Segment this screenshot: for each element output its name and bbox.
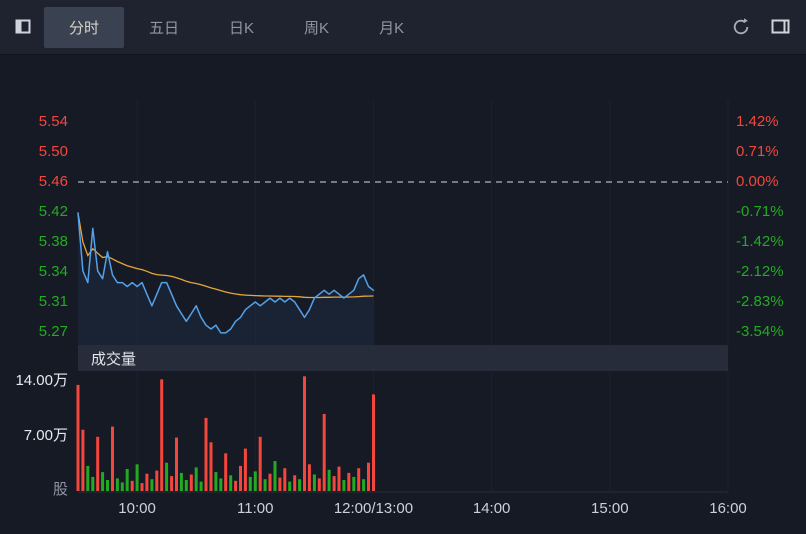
- time-axis-label: 11:00: [237, 500, 274, 517]
- price-axis-label: 5.38: [38, 233, 68, 250]
- orientation-icon[interactable]: [12, 14, 38, 40]
- price-axis-label: 5.27: [38, 323, 68, 340]
- price-axis-label: 5.42: [38, 203, 68, 220]
- price-axis-label: 5.46: [38, 173, 68, 190]
- time-axis-label: 10:00: [118, 500, 156, 517]
- volume-unit-label: 股: [52, 481, 68, 498]
- fullscreen-panel-icon[interactable]: [768, 14, 794, 40]
- time-axis-label: 16:00: [709, 500, 747, 517]
- percent-axis-label: 1.42%: [736, 113, 779, 130]
- volume-axis-label: 7.00万: [23, 427, 68, 444]
- percent-axis-label: -0.71%: [736, 203, 784, 220]
- percent-axis-label: -3.54%: [736, 323, 784, 340]
- price-axis-label: 5.31: [38, 293, 68, 310]
- time-axis-label: 15:00: [591, 500, 629, 517]
- toolbar-right-icons: [728, 14, 794, 40]
- percent-axis-label: 0.71%: [736, 143, 779, 160]
- percent-axis-label: -2.83%: [736, 293, 784, 310]
- price-axis-label: 5.50: [38, 143, 68, 160]
- price-axis-label: 5.54: [38, 113, 68, 130]
- volume-panel-header: 成交量: [78, 345, 728, 371]
- time-axis-label: 14:00: [472, 500, 511, 517]
- chart-toolbar: 分时 五日 日K 周K 月K: [0, 0, 806, 55]
- time-axis-label: 12:00/13:00: [333, 500, 414, 517]
- intraday-chart-area[interactable]: 5.54 5.50 5.46 5.42 5.38 5.34 5.31 5.27 1.42% 0.…: [0, 55, 806, 534]
- tab-weekly-k[interactable]: 周K: [304, 19, 330, 37]
- price-axis-label: 5.34: [38, 263, 68, 280]
- tab-daily-k[interactable]: 日K: [229, 19, 255, 37]
- percent-axis-label: -1.42%: [736, 233, 784, 250]
- volume-axis-label: 14.00万: [15, 372, 68, 389]
- chart-canvas[interactable]: [0, 55, 806, 534]
- percent-axis-label: 0.00%: [736, 173, 779, 190]
- percent-axis-label: -2.12%: [736, 263, 784, 280]
- tab-five-day[interactable]: 五日: [149, 19, 180, 37]
- period-tabs: 分时 五日 日K 周K 月K: [44, 6, 429, 48]
- volume-panel-title: 成交量: [91, 350, 137, 368]
- tab-minute[interactable]: 分时: [44, 6, 125, 48]
- tab-monthly-k[interactable]: 月K: [379, 19, 405, 37]
- refresh-icon[interactable]: [728, 14, 754, 40]
